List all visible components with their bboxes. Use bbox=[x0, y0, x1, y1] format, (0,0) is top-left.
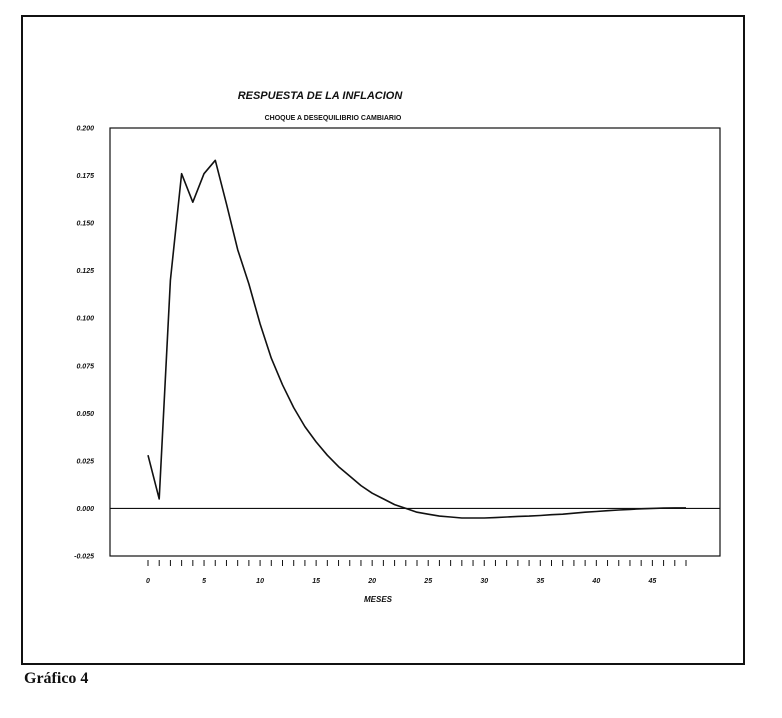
x-tick-label: 20 bbox=[367, 578, 376, 585]
series-line bbox=[147, 159, 686, 519]
x-axis-ticks: 0 5 10 15 20 25 30 35 40 45 bbox=[146, 560, 687, 585]
y-tick-label: 0.000 bbox=[76, 506, 94, 513]
x-tick-label: 35 bbox=[536, 578, 544, 585]
y-tick-label: 0.075 bbox=[76, 363, 94, 370]
x-tick-label: 25 bbox=[423, 578, 432, 585]
y-axis-ticks: -0.025 0.000 0.025 0.050 0.075 0.100 0.125 0.15… bbox=[74, 126, 94, 561]
x-tick-label: 40 bbox=[591, 578, 600, 585]
chart-frame: RESPUESTA DE LA INFLACION CHOQUE A DESEQ… bbox=[21, 15, 745, 665]
y-tick-label: -0.025 bbox=[74, 554, 94, 561]
y-tick-label: 0.100 bbox=[76, 316, 94, 323]
x-tick-label: 10 bbox=[256, 578, 264, 585]
x-tick-label: 0 bbox=[146, 578, 150, 585]
y-tick-label: 0.050 bbox=[76, 411, 94, 418]
chart-title: RESPUESTA DE LA INFLACION bbox=[238, 90, 404, 102]
figure-caption: Gráfico 4 bbox=[24, 670, 89, 687]
x-axis-label: MESES bbox=[364, 595, 393, 604]
x-tick-label: 15 bbox=[312, 578, 320, 585]
y-tick-label: 0.150 bbox=[76, 221, 94, 228]
y-tick-label: 0.175 bbox=[76, 173, 94, 180]
y-tick-label: 0.025 bbox=[76, 458, 94, 465]
chart-subtitle: CHOQUE A DESEQUILIBRIO CAMBIARIO bbox=[265, 115, 402, 122]
plot-area bbox=[109, 127, 721, 557]
y-tick-label: 0.200 bbox=[76, 126, 94, 133]
x-tick-label: 45 bbox=[647, 578, 656, 585]
chart-svg: RESPUESTA DE LA INFLACION CHOQUE A DESEQ… bbox=[74, 90, 721, 604]
x-tick-label: 5 bbox=[202, 578, 206, 585]
x-tick-label: 30 bbox=[480, 578, 488, 585]
y-tick-label: 0.125 bbox=[76, 268, 94, 275]
